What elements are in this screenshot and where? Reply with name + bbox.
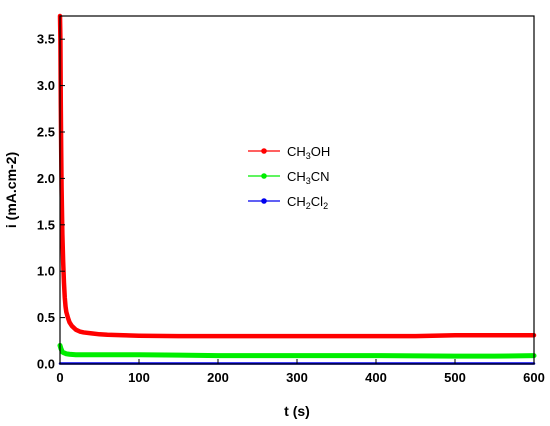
legend-marker — [261, 173, 267, 179]
axis-ticks: 0 100 200 300 400 500 600 0.0 0.5 1.0 1.5 2.0 2.5 3.0… — [37, 32, 545, 385]
x-tick-label: 0 — [56, 370, 63, 385]
x-tick-label: 300 — [286, 370, 308, 385]
y-axis-title: i (mA.cm-2) — [3, 152, 19, 228]
series-line-1 — [57, 342, 537, 359]
x-axis-title: t (s) — [284, 403, 310, 419]
legend-marker — [261, 198, 267, 204]
x-tick-label: 600 — [523, 370, 545, 385]
series-line-0 — [57, 13, 537, 339]
x-tick-label: 500 — [444, 370, 466, 385]
x-tick-label: 100 — [128, 370, 150, 385]
x-tick-label: 200 — [207, 370, 229, 385]
y-tick-label: 1.0 — [37, 264, 55, 279]
y-tick-label: 2.5 — [37, 125, 55, 140]
y-tick-label: 3.5 — [37, 32, 55, 47]
legend: CH3​OH CH3​CN CH2​Cl2​ — [248, 144, 330, 211]
y-tick-label: 0.0 — [37, 357, 55, 372]
x-tick-label: 400 — [365, 370, 387, 385]
y-tick-label: 2.0 — [37, 171, 55, 186]
legend-marker — [261, 148, 267, 154]
plot-area — [57, 13, 537, 365]
legend-entry: CH3​OH — [287, 144, 330, 161]
legend-entry: CH3​CN — [287, 169, 330, 186]
y-tick-label: 3.0 — [37, 78, 55, 93]
y-tick-label: 0.5 — [37, 310, 55, 325]
legend-entry: CH2​Cl2​ — [287, 194, 328, 211]
plot-frame — [59, 15, 535, 365]
y-tick-label: 1.5 — [37, 217, 55, 232]
